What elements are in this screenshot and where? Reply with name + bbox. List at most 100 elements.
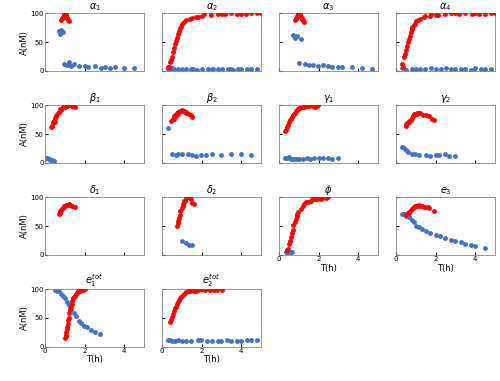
Point — [237, 151, 245, 157]
X-axis label: T(h): T(h) — [86, 355, 103, 365]
Point — [190, 288, 198, 294]
Point — [475, 10, 483, 16]
Point — [414, 203, 422, 209]
Point — [420, 14, 428, 20]
Point — [168, 118, 175, 125]
Point — [402, 47, 410, 53]
Point — [80, 62, 88, 69]
Point — [405, 214, 413, 220]
Point — [218, 66, 226, 72]
Point — [180, 108, 188, 114]
Point — [227, 66, 235, 72]
Point — [418, 226, 426, 232]
Point — [328, 64, 336, 70]
Point — [284, 249, 292, 255]
Point — [174, 338, 182, 344]
Point — [296, 206, 304, 212]
Point — [180, 19, 188, 25]
Point — [178, 151, 186, 157]
Point — [182, 195, 190, 201]
Point — [48, 123, 56, 129]
Point — [194, 337, 202, 343]
Point — [172, 35, 180, 41]
Point — [452, 153, 460, 159]
Point — [170, 308, 178, 314]
Point — [74, 288, 82, 295]
Point — [188, 152, 196, 158]
Point — [292, 213, 300, 219]
Point — [412, 223, 420, 229]
Point — [57, 107, 65, 113]
Point — [286, 249, 294, 255]
Point — [462, 66, 469, 72]
Title: $\beta_1$: $\beta_1$ — [88, 91, 101, 105]
Point — [54, 109, 62, 115]
Point — [408, 151, 416, 157]
Point — [164, 337, 172, 343]
Point — [222, 11, 230, 17]
Point — [182, 240, 190, 247]
Point — [203, 338, 211, 344]
Title: $e_2^{tot}$: $e_2^{tot}$ — [202, 272, 220, 289]
Point — [49, 158, 57, 164]
Point — [292, 16, 300, 22]
Point — [426, 152, 434, 158]
Point — [290, 155, 298, 162]
Point — [66, 102, 74, 108]
Point — [202, 152, 210, 158]
Point — [60, 203, 68, 209]
Point — [120, 65, 128, 71]
Point — [166, 59, 174, 65]
Point — [410, 21, 418, 27]
Point — [180, 109, 188, 115]
Point — [218, 11, 226, 17]
Point — [288, 156, 296, 162]
Point — [188, 14, 196, 21]
Point — [312, 103, 320, 109]
Point — [58, 15, 66, 21]
Point — [52, 114, 60, 120]
Point — [168, 54, 176, 60]
Point — [186, 195, 194, 201]
Point — [54, 211, 62, 217]
Point — [422, 13, 430, 19]
Point — [56, 31, 64, 37]
Point — [316, 195, 324, 202]
Point — [422, 152, 430, 158]
Point — [416, 16, 424, 22]
Point — [436, 152, 444, 158]
Point — [401, 51, 409, 57]
Point — [348, 64, 356, 70]
Point — [96, 331, 104, 337]
X-axis label: T(h): T(h) — [437, 264, 454, 272]
Point — [281, 155, 289, 161]
Point — [293, 13, 301, 19]
Point — [55, 28, 63, 34]
Point — [181, 197, 189, 203]
Point — [60, 335, 68, 341]
Point — [218, 338, 226, 344]
Point — [414, 17, 422, 23]
Point — [286, 238, 294, 244]
Point — [334, 155, 342, 162]
Point — [292, 155, 300, 162]
Point — [457, 66, 465, 72]
Point — [186, 288, 194, 294]
Point — [68, 103, 76, 109]
Point — [60, 11, 68, 18]
Point — [436, 233, 444, 239]
Point — [315, 155, 323, 161]
Point — [414, 224, 422, 230]
Point — [167, 57, 175, 63]
Point — [214, 11, 222, 17]
Point — [51, 287, 59, 293]
Point — [178, 205, 186, 211]
Point — [442, 151, 450, 157]
Point — [294, 106, 302, 112]
Point — [60, 61, 68, 67]
Point — [408, 115, 416, 121]
Point — [188, 242, 196, 248]
Point — [428, 116, 436, 122]
Point — [61, 10, 69, 16]
Point — [168, 314, 176, 320]
